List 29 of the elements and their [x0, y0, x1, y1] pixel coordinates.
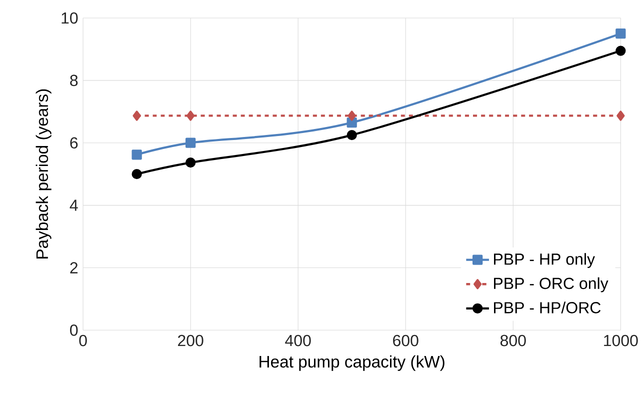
- y-tick-label: 2: [70, 262, 78, 274]
- point: [346, 130, 357, 140]
- y-axis-title: Payback period (years): [36, 89, 52, 258]
- x-tick-label: 600: [393, 334, 418, 346]
- point: [346, 117, 357, 128]
- x-tick-label: 400: [285, 334, 311, 346]
- legend-label: PBP - HP/ORC: [494, 302, 601, 314]
- y-tick-label: 8: [70, 74, 78, 86]
- point: [132, 168, 142, 180]
- x-tick-label: 200: [178, 334, 204, 346]
- x-axis-title: Heat pump capacity (kW): [260, 355, 444, 371]
- point: [132, 110, 141, 121]
- point: [616, 28, 626, 39]
- legend-label: PBP - ORC only: [494, 277, 608, 292]
- point: [616, 110, 625, 121]
- y-tick-label: 4: [70, 200, 78, 211]
- x-tick-label: 1000: [604, 334, 638, 346]
- y-tick-label: 0: [70, 324, 78, 336]
- point: [348, 110, 356, 121]
- x-tick-label: 0: [79, 334, 87, 346]
- x-tick-label: 800: [500, 334, 526, 346]
- legend-label: PBP - HP only: [494, 252, 595, 268]
- point: [616, 46, 626, 56]
- y-tick-label: 6: [70, 137, 78, 148]
- point: [132, 150, 142, 160]
- y-tick-label: 10: [62, 12, 78, 24]
- point: [185, 157, 196, 168]
- point: [185, 138, 196, 148]
- point: [186, 110, 195, 121]
